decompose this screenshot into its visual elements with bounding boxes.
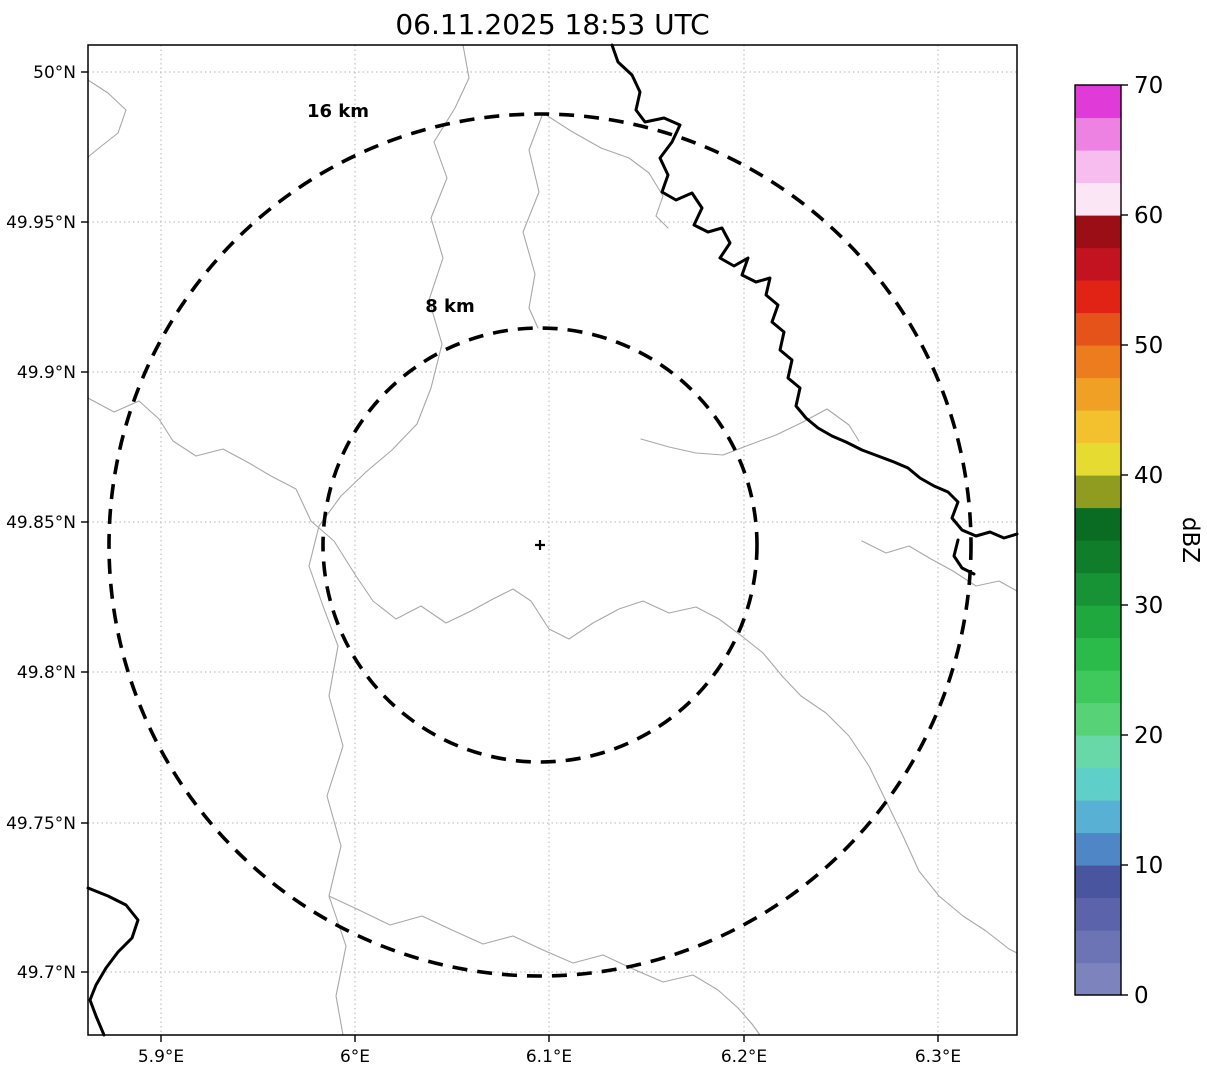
- colorbar-segment: [1075, 215, 1121, 249]
- river-line: [86, 886, 140, 1037]
- colorbar-segment: [1075, 735, 1121, 769]
- colorbar-segment: [1075, 475, 1121, 509]
- range-ring: [107, 112, 973, 978]
- colorbar-segment: [1075, 670, 1121, 704]
- colorbar-segment: [1075, 507, 1121, 541]
- colorbar-segment: [1075, 865, 1121, 899]
- river-line: [610, 43, 1019, 540]
- colorbar-segment: [1075, 832, 1121, 866]
- admin-border-line: [522, 112, 544, 329]
- colorbar-segment: [1075, 962, 1121, 996]
- colorbar-segment: [1075, 897, 1121, 931]
- x-tick-label: 6°E: [340, 1047, 370, 1067]
- colorbar-tick-label: 60: [1134, 203, 1163, 229]
- colorbar-segment: [1075, 767, 1121, 801]
- admin-border-line: [87, 79, 127, 158]
- colorbar-segment: [1075, 85, 1121, 119]
- colorbar-tick-label: 10: [1134, 853, 1163, 879]
- colorbar-unit-label: dBZ: [1177, 517, 1203, 563]
- river-line: [952, 538, 976, 576]
- admin-border-line: [542, 112, 669, 229]
- admin-border-line: [861, 540, 1018, 592]
- colorbar-segment: [1075, 442, 1121, 476]
- colorbar-segment: [1075, 702, 1121, 736]
- x-tick-label: 6.1°E: [526, 1047, 572, 1067]
- colorbar-segment: [1075, 540, 1121, 574]
- colorbar-tick-label: 50: [1134, 333, 1163, 359]
- admin-border-line: [308, 44, 470, 1036]
- colorbar-tick-label: 70: [1134, 73, 1163, 99]
- colorbar-segment: [1075, 345, 1121, 379]
- colorbar-segment: [1075, 150, 1121, 184]
- colorbar-tick-label: 30: [1134, 593, 1163, 619]
- colorbar-tick-label: 40: [1134, 463, 1163, 489]
- y-tick-label: 49.9°N: [17, 363, 76, 383]
- colorbar-segment: [1075, 377, 1121, 411]
- x-tick-label: 6.3°E: [915, 1047, 961, 1067]
- figure-title: 06.11.2025 18:53 UTC: [395, 8, 710, 41]
- colorbar-segment: [1075, 312, 1121, 346]
- range-ring: [321, 326, 759, 764]
- admin-border-line: [310, 520, 1018, 954]
- range-ring-label: 8 km: [425, 296, 475, 317]
- colorbar-tick-label: 20: [1134, 723, 1163, 749]
- colorbar-segment: [1075, 930, 1121, 964]
- admin-border-line: [640, 408, 860, 456]
- colorbar-frame: [1074, 84, 1122, 996]
- x-tick-label: 6.2°E: [721, 1047, 767, 1067]
- plot-frame: [87, 44, 1018, 1036]
- y-tick-label: 49.8°N: [17, 663, 76, 683]
- x-tick-label: 5.9°E: [138, 1047, 184, 1067]
- range-ring-label: 16 km: [307, 101, 369, 122]
- colorbar-segment: [1075, 800, 1121, 834]
- colorbar-segment: [1075, 280, 1121, 314]
- colorbar-segment: [1075, 572, 1121, 606]
- colorbar-segment: [1075, 182, 1121, 216]
- radar-site-marker: [535, 540, 545, 550]
- colorbar-segment: [1075, 247, 1121, 281]
- y-tick-label: 50°N: [33, 63, 76, 83]
- colorbar-segment: [1075, 637, 1121, 671]
- colorbar-segment: [1075, 410, 1121, 444]
- y-tick-label: 49.85°N: [6, 513, 76, 533]
- y-tick-label: 49.7°N: [17, 963, 76, 983]
- admin-border-line: [328, 895, 761, 1036]
- y-tick-label: 49.95°N: [6, 213, 76, 233]
- colorbar-tick-label: 0: [1134, 983, 1149, 1009]
- admin-border-line: [87, 397, 312, 522]
- colorbar-segment: [1075, 117, 1121, 151]
- y-tick-label: 49.75°N: [6, 814, 76, 834]
- colorbar-segment: [1075, 605, 1121, 639]
